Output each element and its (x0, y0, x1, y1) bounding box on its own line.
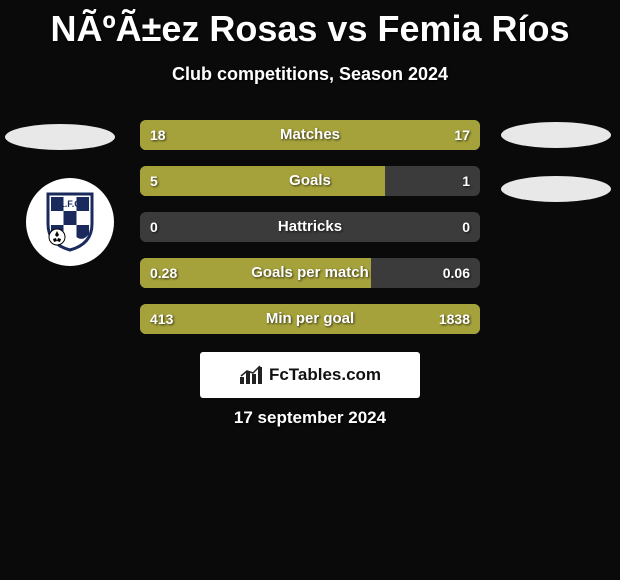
date-line: 17 september 2024 (0, 408, 620, 428)
stat-row: 51Goals (140, 166, 480, 196)
brand-box[interactable]: FcTables.com (200, 352, 420, 398)
stat-row: 0.280.06Goals per match (140, 258, 480, 288)
shield-icon: L.F.C (45, 192, 95, 252)
svg-text:L.F.C: L.F.C (59, 199, 81, 209)
page-subtitle: Club competitions, Season 2024 (0, 64, 620, 85)
right-ellipse-2 (501, 176, 611, 202)
brand-text: FcTables.com (269, 365, 381, 385)
stat-row: 00Hattricks (140, 212, 480, 242)
stat-label: Min per goal (140, 304, 480, 334)
bars-icon (239, 365, 263, 385)
stat-label: Hattricks (140, 212, 480, 242)
stats-container: 1817Matches 51Goals 00Hattricks 0.280.06Goa… (140, 120, 480, 350)
stat-row: 1817Matches (140, 120, 480, 150)
right-ellipse-1 (501, 122, 611, 148)
stat-label: Goals (140, 166, 480, 196)
page-root: NÃºÃ±ez Rosas vs Femia Ríos Club competi… (0, 0, 620, 580)
stat-label: Matches (140, 120, 480, 150)
stat-label: Goals per match (140, 258, 480, 288)
club-badge: L.F.C (26, 178, 114, 266)
stat-row: 4131838Min per goal (140, 304, 480, 334)
page-title: NÃºÃ±ez Rosas vs Femia Ríos (0, 0, 620, 50)
left-ellipse (5, 124, 115, 150)
